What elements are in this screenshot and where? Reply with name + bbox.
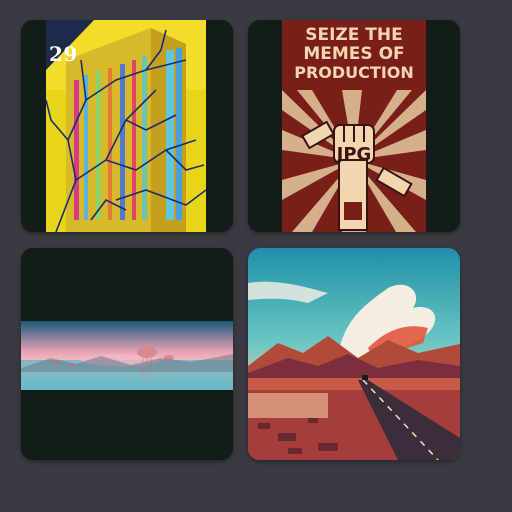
badge-number: 29 [49, 42, 78, 66]
desert-road-artwork [248, 248, 460, 460]
poster-line-1: SEIZE THE [305, 25, 402, 45]
gallery-tile-poster[interactable]: SEIZE THE MEMES OF PRODUCTION JPG [248, 20, 460, 232]
building-artwork [21, 20, 233, 232]
gallery-tile-panorama[interactable] [21, 248, 233, 460]
poster-line-2: MEMES OF [303, 44, 404, 64]
poster-line-3: PRODUCTION [294, 63, 414, 82]
gallery-tile-building[interactable]: 29 [21, 20, 233, 232]
fist-text: JPG [335, 144, 372, 165]
gallery-tile-desert-road[interactable] [248, 248, 460, 460]
poster-artwork: SEIZE THE MEMES OF PRODUCTION JPG [248, 20, 460, 232]
panorama-artwork [21, 248, 233, 460]
